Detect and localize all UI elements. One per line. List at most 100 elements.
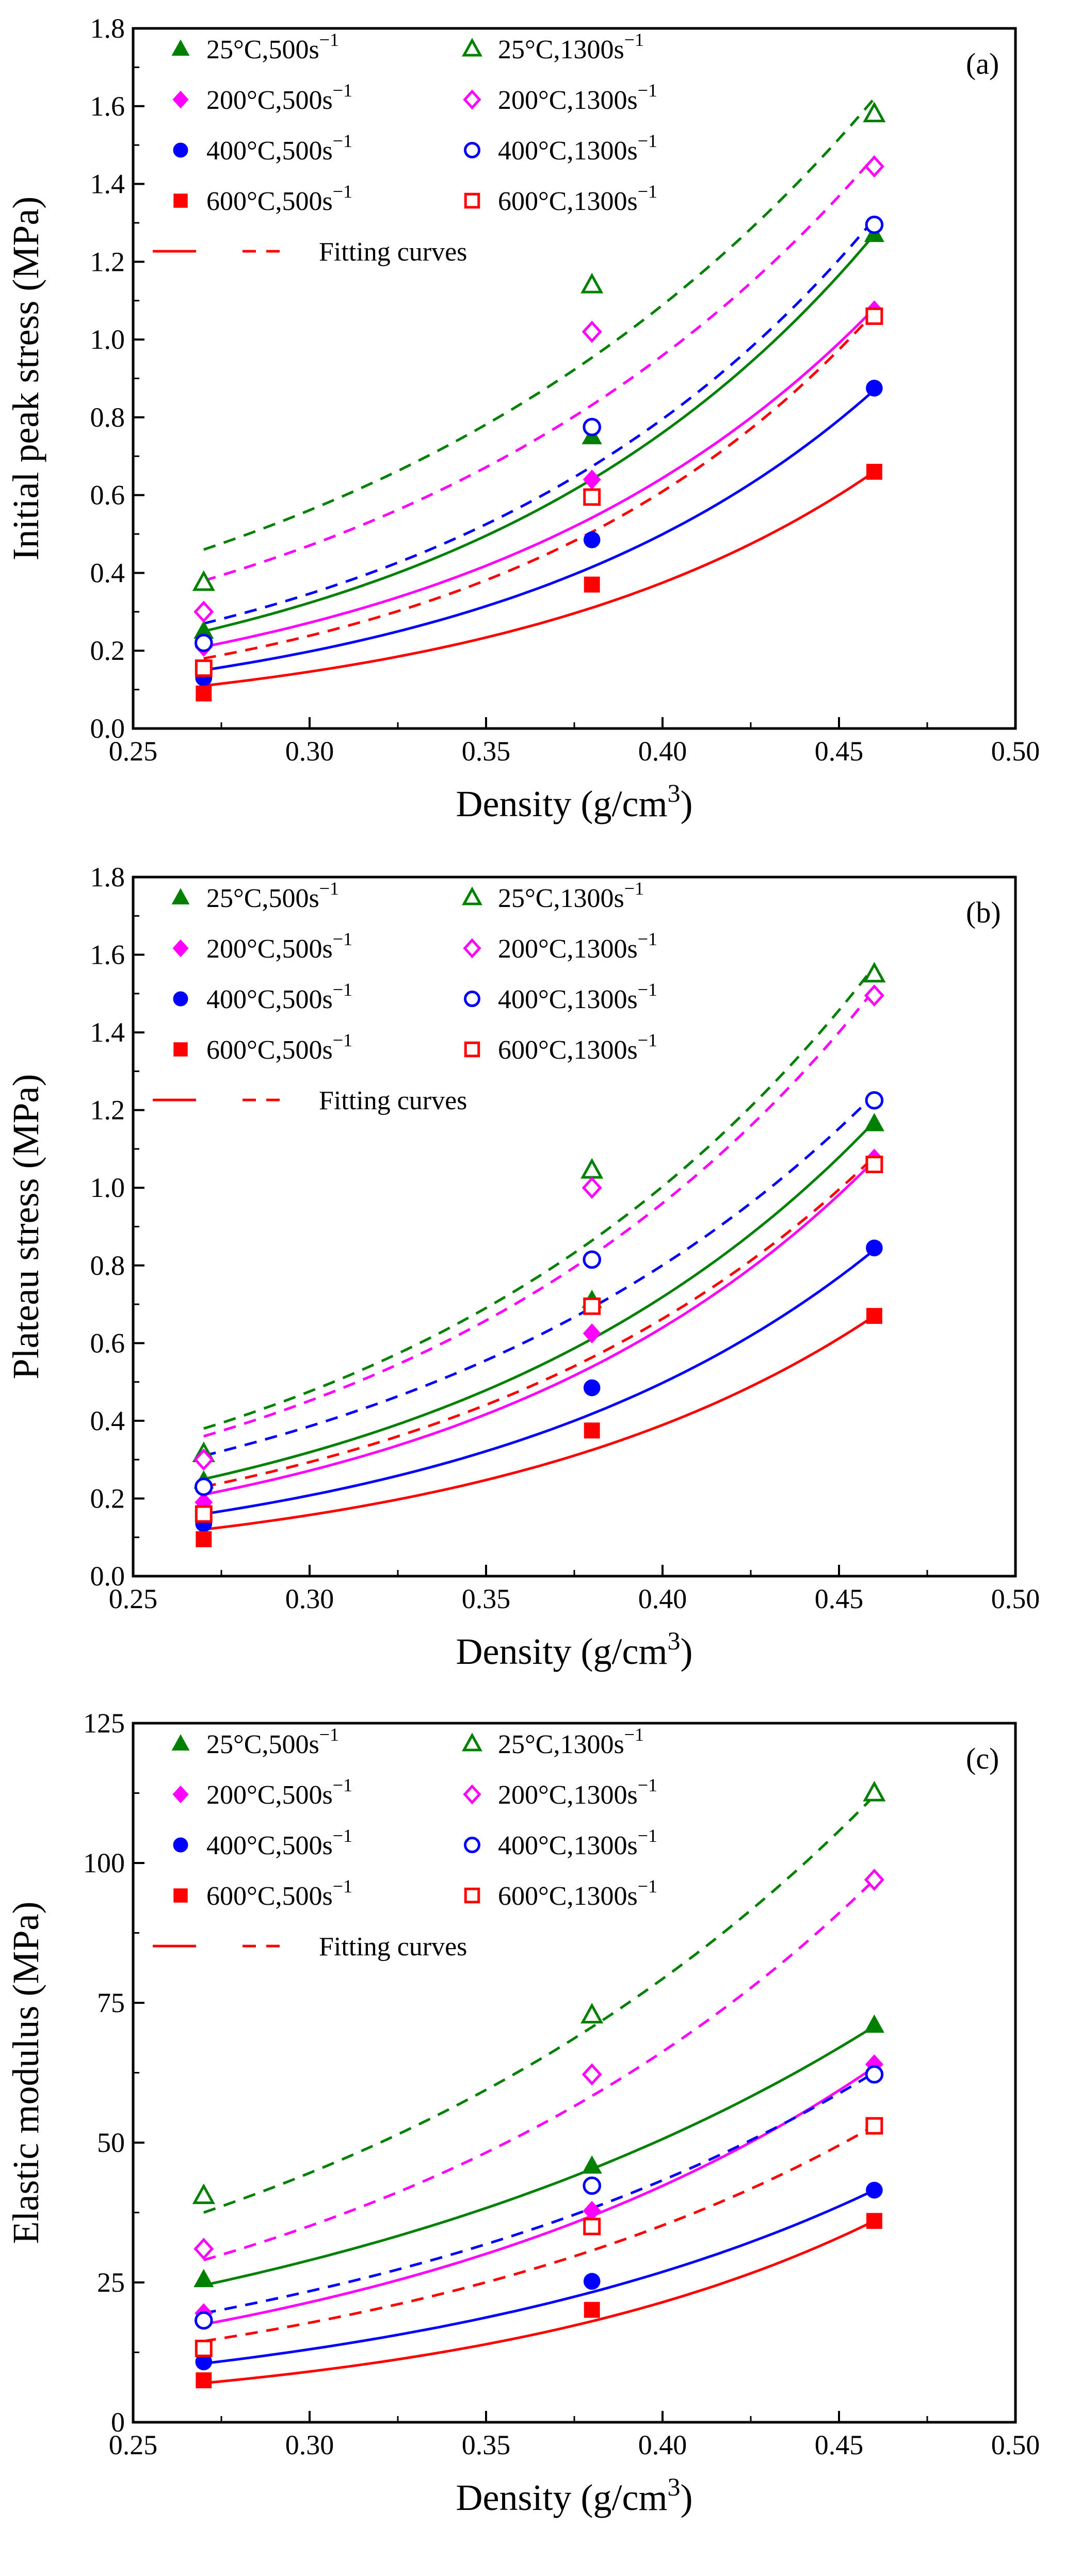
data-point-s600_1300-1 bbox=[583, 488, 601, 506]
y-tick-label: 1.0 bbox=[90, 324, 125, 355]
data-point-s600_1300-1 bbox=[583, 1297, 601, 1315]
legend-label-s600_500: 600°C,500s−1 bbox=[206, 1030, 352, 1065]
y-tick-label: 0.2 bbox=[90, 1483, 125, 1514]
data-point-s25_1300-2 bbox=[863, 1780, 886, 1802]
fit-curve-s200_500 bbox=[203, 307, 876, 649]
data-point-s200_1300-2 bbox=[864, 984, 884, 1007]
data-point-s25_1300-1 bbox=[580, 272, 604, 294]
legend-label-main: 600°C,1300s bbox=[498, 187, 638, 216]
x-tick-label: 0.45 bbox=[815, 2429, 864, 2460]
data-point-s600_1300-0 bbox=[195, 659, 213, 677]
fit-curve-s25_1300 bbox=[203, 98, 876, 551]
fit-curve-s25_500 bbox=[203, 233, 876, 633]
data-point-s600_1300-1 bbox=[583, 2217, 601, 2235]
x-tick-label: 0.30 bbox=[285, 736, 334, 767]
x-axis-title-sup: 3 bbox=[667, 2472, 680, 2501]
y-tick-label: 0.0 bbox=[90, 713, 125, 744]
data-point-s400_1300-2 bbox=[865, 1091, 884, 1110]
y-tick-label: 0.2 bbox=[90, 635, 125, 666]
data-point-s200_1300-0 bbox=[193, 601, 214, 623]
legend-label-sup: −1 bbox=[638, 181, 657, 202]
legend-marker-s400_1300 bbox=[464, 1837, 480, 1853]
data-point-s25_500-0 bbox=[193, 2269, 214, 2288]
legend-label-main: 600°C,500s bbox=[206, 1035, 333, 1065]
y-tick-label: 1.2 bbox=[90, 1095, 125, 1126]
y-tick-label: 50 bbox=[97, 2127, 125, 2158]
chart-panel-2: 0.25 0.30 0.35 0.40 0.45 0.50 0 25 50 75 100 125 Den… bbox=[5, 1708, 1040, 2518]
legend-label-main: 400°C,1300s bbox=[498, 985, 638, 1014]
legend-label-s25_1300: 25°C,1300s−1 bbox=[498, 878, 644, 913]
y-tick-label: 1.0 bbox=[90, 1172, 125, 1203]
fit-curve-s400_500 bbox=[203, 1249, 875, 1516]
legend-label-sup: −1 bbox=[624, 29, 644, 50]
x-tick-label: 0.45 bbox=[815, 1583, 864, 1614]
legend-label-s600_1300: 600°C,1300s−1 bbox=[498, 1876, 657, 1911]
legend-label-main: 400°C,1300s bbox=[498, 136, 638, 166]
legend-label-main: 200°C,500s bbox=[206, 1780, 333, 1810]
fit-curve-s400_500 bbox=[203, 2189, 875, 2365]
y-tick-label: 1.8 bbox=[90, 862, 125, 893]
x-tick-label: 0.30 bbox=[285, 1583, 334, 1614]
fit-curve-s600_500 bbox=[203, 471, 875, 687]
x-tick-label: 0.35 bbox=[462, 2429, 511, 2460]
x-axis-title-end: ) bbox=[680, 2477, 692, 2518]
x-axis-title-end: ) bbox=[680, 1631, 692, 1672]
data-point-s400_500-1 bbox=[583, 2273, 601, 2290]
legend-label-sup: −1 bbox=[333, 929, 352, 949]
data-point-s400_500-2 bbox=[866, 2181, 883, 2199]
x-tick-label: 0.25 bbox=[109, 736, 158, 767]
legend-label-sup: −1 bbox=[638, 1030, 657, 1050]
data-point-s400_1300-2 bbox=[865, 2065, 884, 2084]
panel-label: (b) bbox=[966, 896, 1001, 929]
data-point-s25_1300-0 bbox=[192, 2183, 215, 2205]
data-point-s600_1300-0 bbox=[195, 1505, 213, 1523]
legend-marker-s400_1300 bbox=[464, 991, 480, 1007]
data-point-s400_1300-2 bbox=[865, 215, 884, 234]
fit-curve-s200_1300 bbox=[203, 156, 876, 582]
y-tick-label: 0.4 bbox=[90, 1405, 125, 1436]
fit-curves bbox=[203, 98, 876, 687]
data-point-s600_500-0 bbox=[196, 1531, 212, 1547]
x-tick-label: 0.50 bbox=[991, 736, 1040, 767]
x-tick-label: 0.50 bbox=[991, 2429, 1040, 2460]
data-point-s600_500-2 bbox=[866, 2213, 882, 2229]
legend-marker-s600_500 bbox=[173, 193, 188, 208]
panel-label: (a) bbox=[966, 47, 999, 80]
data-point-s200_500-1 bbox=[583, 469, 601, 490]
legend-label-main: 400°C,1300s bbox=[498, 1831, 638, 1860]
data-point-s25_1300-2 bbox=[863, 101, 886, 122]
legend-marker-s600_1300 bbox=[464, 1887, 480, 1904]
legend-label-main: 600°C,1300s bbox=[498, 1035, 638, 1065]
chart-panel-0: 0.25 0.30 0.35 0.40 0.45 0.50 0.0 0.2 0.4 0.6 0.8 1… bbox=[5, 13, 1040, 824]
fit-curve-s400_1300 bbox=[203, 218, 876, 625]
x-tick-label: 0.40 bbox=[638, 2429, 687, 2460]
data-markers bbox=[192, 962, 886, 1547]
legend-label-fitting: Fitting curves bbox=[319, 1932, 467, 1962]
legend-label-main: 400°C,500s bbox=[206, 136, 333, 166]
data-point-s200_1300-1 bbox=[582, 320, 602, 343]
fit-curves bbox=[203, 965, 876, 1531]
legend-label-s200_500: 200°C,500s−1 bbox=[206, 929, 352, 964]
y-tick-label: 1.4 bbox=[90, 169, 125, 200]
legend-label-sup: −1 bbox=[638, 1876, 657, 1897]
fit-curve-s600_1300 bbox=[203, 2125, 875, 2343]
data-point-s400_1300-0 bbox=[195, 2311, 213, 2330]
legend-label-s600_500: 600°C,500s−1 bbox=[206, 181, 352, 216]
legend-label-fitting: Fitting curves bbox=[319, 237, 467, 267]
legend-label-sup: −1 bbox=[638, 1775, 657, 1795]
legend-label-main: 400°C,500s bbox=[206, 985, 333, 1014]
legend-label-s25_500: 25°C,500s−1 bbox=[206, 1724, 339, 1759]
data-point-s400_1300-1 bbox=[583, 417, 601, 436]
legend-label-s400_500: 400°C,500s−1 bbox=[206, 979, 352, 1014]
legend-label-sup: −1 bbox=[638, 131, 657, 151]
legend-label-main: 25°C,1300s bbox=[498, 884, 624, 913]
legend-marker-s200_1300 bbox=[463, 938, 481, 959]
data-point-s25_500-2 bbox=[864, 2014, 884, 2033]
legend-marker-s200_500 bbox=[172, 1785, 189, 1804]
fit-curve-s25_500 bbox=[203, 2025, 875, 2287]
legend-marker-s25_1300 bbox=[462, 886, 482, 905]
legend-marker-s25_1300 bbox=[462, 38, 482, 57]
x-tick-label: 0.35 bbox=[462, 1583, 511, 1614]
legend-label-sup: −1 bbox=[333, 1876, 352, 1897]
data-point-s600_1300-2 bbox=[865, 307, 883, 325]
